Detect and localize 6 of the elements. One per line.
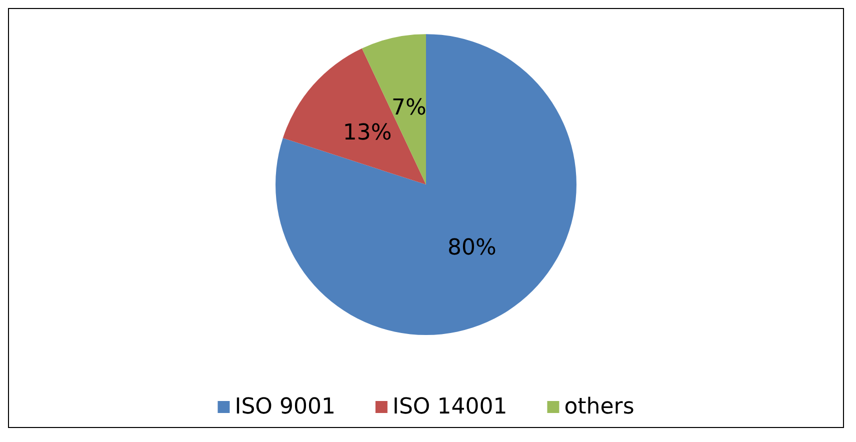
data-label: 80% (448, 235, 496, 260)
data-label: 7% (391, 96, 426, 121)
legend-label: others (564, 394, 634, 420)
legend-label: ISO 9001 (234, 394, 336, 420)
legend-label: ISO 14001 (392, 394, 508, 420)
data-label: 13% (342, 120, 392, 146)
